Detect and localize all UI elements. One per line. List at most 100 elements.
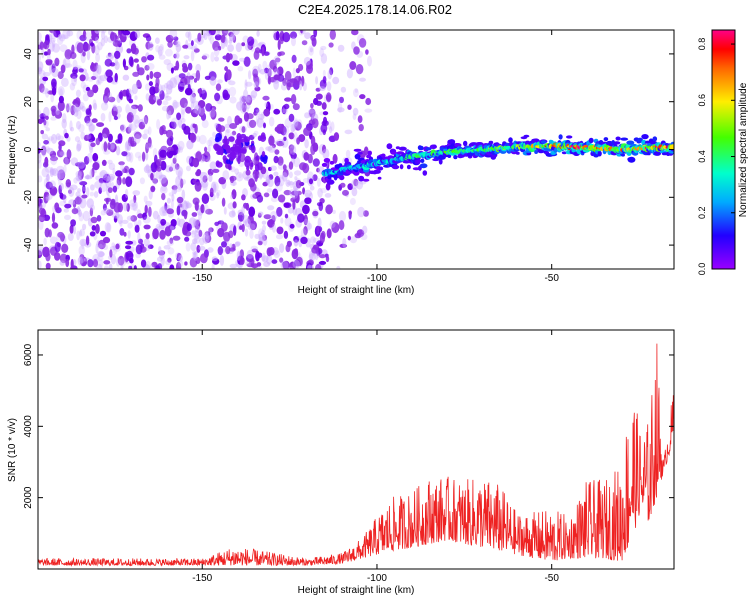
heatmap-noise-cell (119, 258, 127, 267)
heatmap-noise-cell (302, 178, 310, 183)
heatmap-noise-cell (218, 177, 226, 185)
heatmap-noise-cell (104, 58, 113, 67)
heatmap-noise-cell (253, 130, 259, 136)
heatmap-noise-cell (254, 233, 260, 239)
heatmap-noise-cell (84, 175, 93, 180)
heatmap-noise-cell (66, 182, 71, 187)
heatmap-noise-cell (61, 118, 67, 129)
heatmap-noise-cell (241, 95, 247, 103)
heatmap-noise-cell (57, 135, 64, 141)
heatmap-noise-cell (222, 89, 229, 99)
heatmap-noise-cell (291, 190, 299, 196)
heatmap-noise-cell (166, 197, 171, 204)
heatmap-noise-cell (112, 104, 117, 112)
heatmap-noise-cell (145, 142, 149, 154)
heatmap-noise-cell (266, 68, 271, 74)
heatmap-noise-cell (111, 106, 118, 117)
heatmap-noise-cell (179, 97, 188, 109)
heatmap-noise-cell (193, 234, 201, 244)
heatmap-noise-cell (173, 66, 178, 71)
heatmap-noise-cell (50, 31, 57, 40)
heatmap-noise-cell (49, 168, 57, 175)
heatmap-noise-cell (150, 185, 156, 193)
heatmap-noise-cell (317, 187, 323, 198)
heatmap-noise-cell (136, 79, 141, 89)
heatmap-noise-cell (138, 238, 143, 244)
y-tick-label: 0 (23, 146, 34, 152)
heatmap-noise-cell (246, 97, 251, 103)
heatmap-noise-cell (121, 194, 128, 202)
heatmap-noise-cell (38, 216, 45, 221)
heatmap-noise-cell (262, 181, 269, 187)
heatmap-noise-cell (135, 80, 142, 88)
heatmap-noise-cell (78, 68, 84, 73)
heatmap-noise-cell (195, 151, 202, 162)
heatmap-noise-cell (212, 168, 220, 173)
snr-y-ticks: 2000 4000 6000 (23, 343, 674, 509)
heatmap-noise-cell (134, 224, 140, 233)
heatmap-noise-cell (296, 256, 303, 267)
heatmap-noise-cell (146, 74, 150, 81)
heatmap-noise-cell (289, 223, 295, 229)
heatmap-noise-cell (134, 131, 142, 139)
heatmap-noise-cell (69, 120, 73, 132)
heatmap-noise-cell (112, 185, 118, 193)
heatmap-noise-cell (306, 265, 315, 269)
heatmap-noise-cell (302, 82, 307, 92)
heatmap-noise-cell (267, 75, 272, 85)
snr-frame (37, 329, 675, 570)
heatmap-noise-cell (104, 197, 112, 202)
heatmap-noise-cell (44, 156, 49, 167)
heatmap-noise-cell (43, 40, 50, 50)
heatmap-noise-cell (135, 244, 143, 255)
heatmap-noise-cell (298, 75, 302, 85)
heatmap-noise-cell (177, 81, 185, 93)
heatmap-noise-cell (107, 133, 113, 143)
heatmap-noise-cell (71, 44, 75, 55)
heatmap-noise-cell (196, 244, 201, 253)
heatmap-noise-cell (38, 248, 43, 256)
heatmap-noise-cell (245, 169, 251, 176)
heatmap-noise-cell (143, 165, 152, 174)
heatmap-noise-cell (125, 240, 134, 245)
heatmap-noise-cell (248, 70, 252, 80)
heatmap-noise-cell (133, 220, 138, 227)
heatmap-noise-cell (97, 41, 103, 51)
heatmap-noise-cell (54, 57, 60, 67)
heatmap-noise-cell (202, 53, 210, 59)
y-tick-label: -40 (23, 237, 34, 252)
heatmap-cluster-cell (226, 148, 231, 153)
heatmap-noise-cell (57, 86, 65, 97)
heatmap-noise-cell (50, 133, 58, 144)
heatmap-noise-cell (152, 228, 159, 240)
heatmap-noise-cell (267, 205, 275, 211)
heatmap-noise-cell (322, 116, 328, 125)
heatmap-signal-cell (422, 170, 428, 176)
heatmap-noise-cell (284, 216, 292, 227)
heatmap-noise-cell (244, 79, 248, 90)
heatmap-noise-cell (168, 110, 172, 119)
heatmap-noise-cell (84, 115, 91, 124)
heatmap-noise-cell (228, 80, 236, 86)
heatmap-noise-cell (257, 63, 262, 73)
heatmap-noise-cell (115, 179, 120, 190)
heatmap-noise-cell (54, 110, 63, 119)
heatmap-noise-cell (224, 37, 228, 48)
heatmap-noise-cell (79, 104, 84, 111)
heatmap-noise-cell (283, 202, 290, 208)
heatmap-noise-cell (91, 76, 97, 80)
heatmap-noise-cell (245, 94, 253, 106)
heatmap-noise-cell (96, 79, 100, 85)
heatmap-noise-cell (148, 189, 153, 200)
heatmap-noise-cell (196, 135, 201, 142)
heatmap-noise-cell (158, 54, 166, 60)
heatmap-noise-cell (262, 95, 270, 101)
heatmap-noise-cell (161, 205, 167, 214)
heatmap-noise-cell (276, 206, 283, 217)
heatmap-noise-cell (308, 178, 314, 185)
heatmap-signal-cell (386, 143, 393, 150)
heatmap-noise-cell (324, 193, 332, 198)
heatmap-noise-cell (176, 252, 182, 260)
heatmap-noise-cell (76, 42, 84, 54)
heatmap-noise-cell (52, 205, 56, 213)
